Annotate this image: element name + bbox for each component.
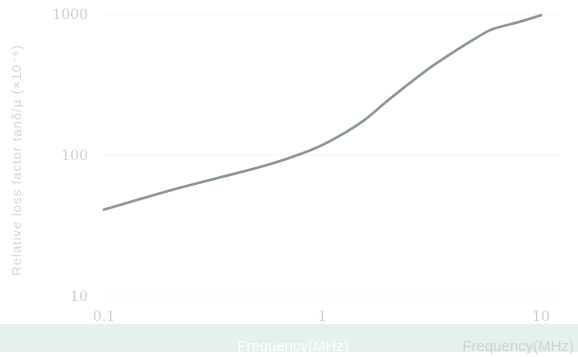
band-label: Frequency(MHz) bbox=[237, 338, 349, 355]
x-tick-label: 1 bbox=[318, 309, 327, 325]
y-tick-label: 1000 bbox=[52, 7, 88, 23]
series-line bbox=[102, 13, 543, 211]
y-tick-labels: 10 100 1000 bbox=[52, 7, 88, 305]
x-axis-label: Frequency(MHz) bbox=[462, 338, 574, 355]
gridlines bbox=[104, 13, 561, 297]
x-tick-labels: 0.1 1 10 bbox=[93, 309, 550, 325]
x-tick-label: 10 bbox=[532, 309, 550, 325]
x-tick-label: 0.1 bbox=[93, 309, 115, 325]
bottom-band bbox=[0, 324, 578, 352]
y-tick-label: 10 bbox=[70, 289, 88, 305]
y-axis-label: Relative loss factor tanδ/μ (×10⁻⁶) bbox=[9, 44, 24, 275]
y-tick-label: 100 bbox=[61, 148, 88, 164]
